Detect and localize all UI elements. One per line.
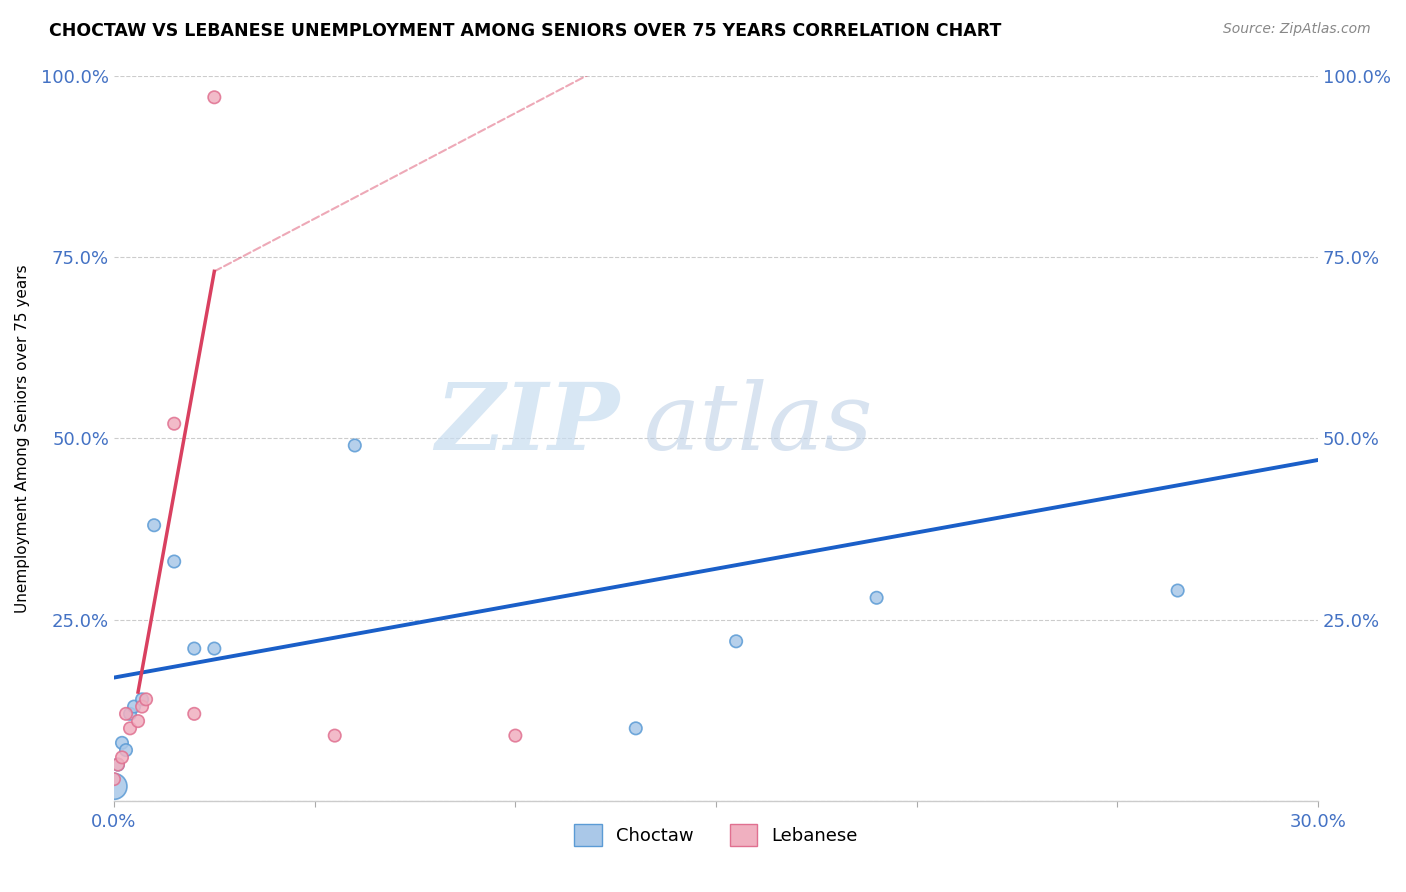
Point: [183, 706, 205, 721]
Point: [103, 772, 125, 786]
Point: [202, 641, 225, 656]
Text: CHOCTAW VS LEBANESE UNEMPLOYMENT AMONG SENIORS OVER 75 YEARS CORRELATION CHART: CHOCTAW VS LEBANESE UNEMPLOYMENT AMONG S…: [49, 22, 1001, 40]
Point: [624, 722, 647, 736]
Point: [118, 722, 141, 736]
Point: [505, 729, 527, 743]
Point: [1167, 583, 1189, 598]
Point: [143, 518, 166, 533]
Point: [122, 699, 145, 714]
Legend: Choctaw, Lebanese: Choctaw, Lebanese: [567, 817, 865, 854]
Point: [107, 757, 129, 772]
Point: [865, 591, 887, 605]
Text: Source: ZipAtlas.com: Source: ZipAtlas.com: [1223, 22, 1371, 37]
Point: [131, 692, 153, 706]
Point: [131, 699, 153, 714]
Y-axis label: Unemployment Among Seniors over 75 years: Unemployment Among Seniors over 75 years: [15, 264, 30, 613]
Point: [725, 634, 748, 648]
Point: [323, 729, 346, 743]
Point: [111, 750, 134, 764]
Text: ZIP: ZIP: [436, 379, 620, 468]
Point: [343, 438, 366, 452]
Point: [163, 417, 186, 431]
Point: [183, 641, 205, 656]
Point: [135, 692, 157, 706]
Point: [127, 714, 149, 728]
Point: [115, 743, 138, 757]
Text: atlas: atlas: [644, 379, 873, 468]
Point: [118, 706, 141, 721]
Point: [111, 736, 134, 750]
Point: [163, 555, 186, 569]
Point: [202, 90, 225, 104]
Point: [103, 780, 125, 794]
Point: [107, 757, 129, 772]
Point: [115, 706, 138, 721]
